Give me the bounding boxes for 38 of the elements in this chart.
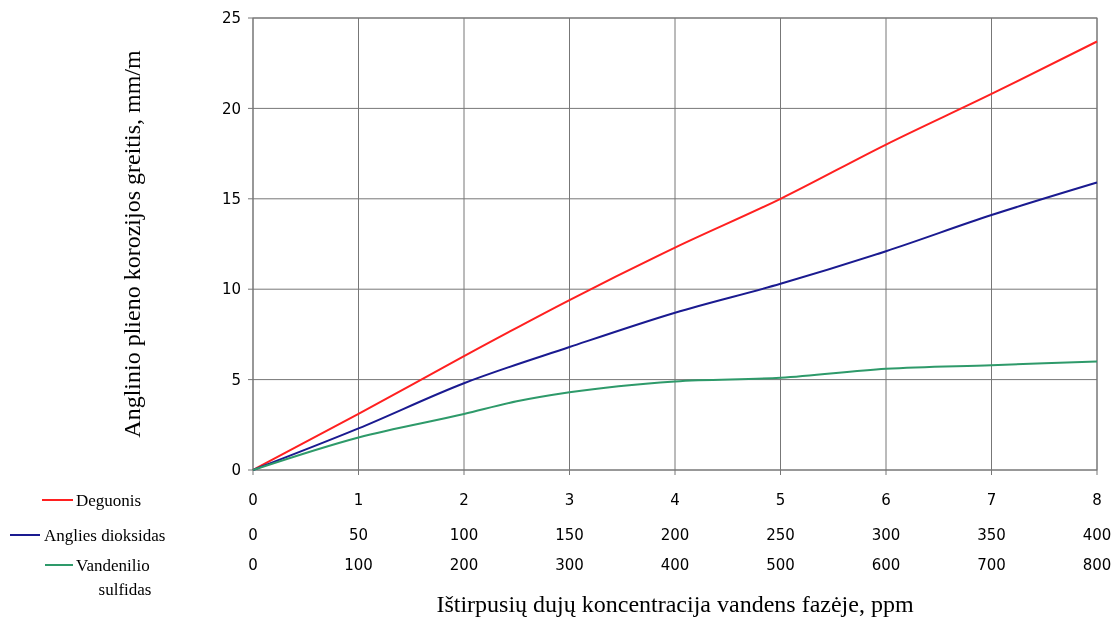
x-tick-label: 6 xyxy=(881,491,891,510)
x2-tick-label: 250 xyxy=(766,526,795,545)
text: 600 xyxy=(871,556,901,575)
x2-tick-label: 150 xyxy=(555,526,584,545)
x2-tick-label: 0 xyxy=(248,526,258,545)
x2-tick-label: 300 xyxy=(871,526,901,545)
y-tick-label: 5 xyxy=(231,370,241,389)
x-tick-label: 3 xyxy=(564,491,575,510)
y-tick-label: 25 xyxy=(221,9,241,28)
x-tick-label: 2 xyxy=(459,491,469,510)
legend-label: Vandenilio sulfidas xyxy=(76,555,152,599)
text: 200 xyxy=(449,556,479,575)
x2-tick-label: 400 xyxy=(1082,526,1112,545)
legend-label: Deguonis xyxy=(76,490,142,510)
text: 100 xyxy=(344,556,373,575)
text: 500 xyxy=(766,556,795,575)
x2-tick-label: 100 xyxy=(449,526,479,545)
text: 700 xyxy=(977,556,1006,575)
x-tick-label: 8 xyxy=(1092,491,1102,510)
x-tick-label: 4 xyxy=(670,491,680,510)
text: 400 xyxy=(660,556,690,575)
y-axis-title: Anglinio plieno korozijos greitis, mm/m xyxy=(119,50,145,438)
y-tick-label: 20 xyxy=(221,99,241,118)
text: 300 xyxy=(555,556,584,575)
x2-tick-label: 50 xyxy=(348,526,369,545)
text: 800 xyxy=(1082,556,1112,575)
y-tick-label: 15 xyxy=(221,190,241,209)
x-tick-label: 1 xyxy=(353,491,364,510)
x2-tick-label: 350 xyxy=(977,526,1006,545)
x2-tick-label: 200 xyxy=(660,526,690,545)
legend-label: Anglies dioksidas xyxy=(44,525,166,545)
x-tick-label: 7 xyxy=(986,491,997,510)
x-axis-title: Ištirpusių dujų koncentracija vandens fazėje, ppm xyxy=(436,591,914,617)
y-tick-label: 0 xyxy=(231,461,241,480)
x-tick-label: 5 xyxy=(775,491,786,510)
x-tick-label: 0 xyxy=(248,491,258,510)
text: 0 xyxy=(248,556,258,575)
y-tick-label: 10 xyxy=(221,280,241,299)
